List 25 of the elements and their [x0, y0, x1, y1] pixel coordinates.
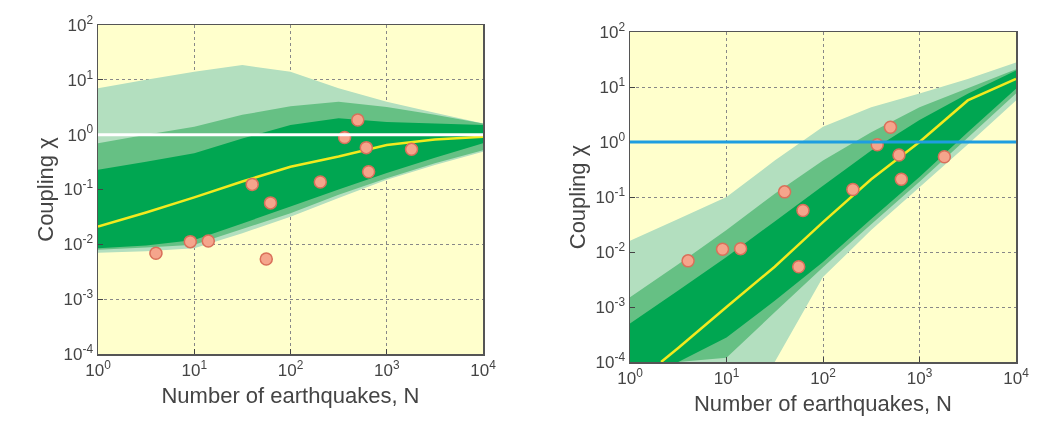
y-tick-label: 10$^{-1}$ [63, 177, 94, 200]
line-series [98, 135, 483, 228]
y-tick-label: 10$^{-1}$ [595, 184, 626, 207]
y-axis-title: Coupling χ [32, 136, 58, 242]
y-tick-label: 10$^{-3}$ [63, 286, 94, 310]
x-tick-label: 10$^{3}$ [373, 357, 400, 380]
y-tick-label: 10$^{0}$ [599, 129, 626, 152]
y-tick-label: 10$^{0}$ [67, 122, 94, 145]
y-tick-label: 10$^{1}$ [599, 74, 626, 97]
x-tick-label: 10$^{3}$ [906, 365, 933, 388]
x-tick-label: 10$^{1}$ [181, 357, 208, 380]
y-axis-title: Coupling χ [564, 144, 590, 250]
x-tick-label: 10$^{2}$ [810, 365, 837, 388]
x-tick-label: 10$^{1}$ [713, 365, 740, 388]
x-tick-label: 10$^{4}$ [470, 357, 497, 380]
x-tick-label: 10$^{2}$ [277, 357, 304, 380]
x-axis-title: Number of earthquakes, N [161, 382, 420, 408]
x-axis-title: Number of earthquakes, N [693, 390, 953, 416]
y-tick-label: 10$^{2}$ [599, 19, 626, 42]
y-tick-label: 10$^{1}$ [67, 67, 94, 90]
y-tick-label: 10$^{-3}$ [595, 294, 626, 317]
y-tick-label: 10$^{2}$ [67, 12, 94, 35]
x-tick-label: 10$^{4}$ [1003, 365, 1030, 388]
y-tick-label: 10$^{-2}$ [63, 232, 94, 255]
y-tick-label: 10$^{-2}$ [595, 239, 626, 262]
